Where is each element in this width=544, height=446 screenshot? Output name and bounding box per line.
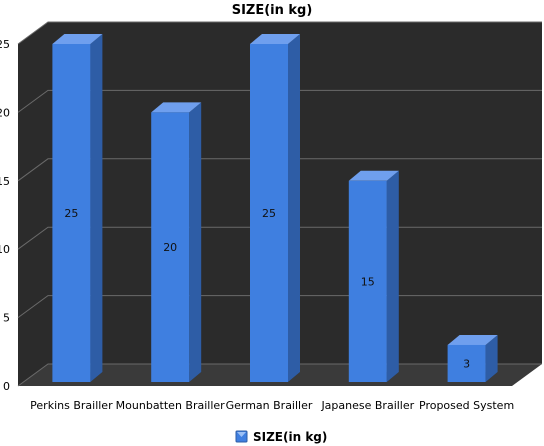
x-tick-label: Japanese Brailler: [320, 399, 414, 412]
x-axis: Perkins Brailler Mounbatten Brailler Germa…: [30, 399, 514, 412]
y-tick-label: 10: [0, 243, 10, 256]
bar-top: [348, 170, 399, 181]
bar-side: [386, 170, 399, 382]
bar-top: [447, 334, 498, 345]
x-tick-label: Proposed System: [419, 399, 514, 412]
x-tick-label: German Brailler: [226, 399, 313, 412]
bar-top: [151, 102, 202, 113]
bar-front: [151, 112, 190, 383]
bar-side: [189, 102, 202, 383]
y-tick-label: 5: [3, 312, 10, 325]
bar: 25: [52, 34, 103, 382]
y-axis: 0 5 10 15 20 25: [0, 38, 10, 393]
bar-side: [485, 334, 498, 382]
bar-front: [250, 44, 288, 382]
x-tick-label: Perkins Brailler: [30, 399, 113, 412]
bar: 25: [250, 34, 300, 382]
data-label: 20: [163, 241, 177, 254]
gridline: [17, 21, 542, 45]
bar: 15: [348, 170, 399, 382]
y-tick-label: 15: [0, 175, 10, 188]
gridlines: [17, 21, 542, 387]
data-label: 3: [463, 357, 470, 370]
y-tick-label: 0: [3, 380, 10, 393]
x-tick-label: Mounbatten Brailler: [116, 399, 225, 412]
bar: 3: [447, 334, 498, 382]
bars: 25 20 25 15 3: [52, 34, 498, 383]
data-label: 25: [262, 207, 276, 220]
gridline: [17, 89, 542, 113]
data-label: 15: [361, 275, 375, 288]
bar-top: [250, 34, 300, 44]
data-label: 25: [64, 207, 78, 220]
bar-front: [447, 344, 486, 382]
y-tick-label: 25: [0, 38, 10, 51]
legend-swatch-shine: [237, 432, 246, 437]
bar-side: [288, 34, 300, 382]
bar-front: [348, 180, 387, 382]
chart-title: SIZE(in kg): [232, 3, 313, 18]
bar: 20: [151, 102, 202, 383]
gridline: [17, 158, 542, 182]
bar-top: [52, 34, 103, 44]
y-tick-label: 20: [0, 106, 10, 119]
side-wall: [18, 22, 48, 386]
legend: SIZE(in kg): [235, 430, 327, 444]
bar-side: [90, 34, 103, 382]
bar-front: [52, 44, 91, 382]
legend-label: SIZE(in kg): [253, 430, 327, 444]
